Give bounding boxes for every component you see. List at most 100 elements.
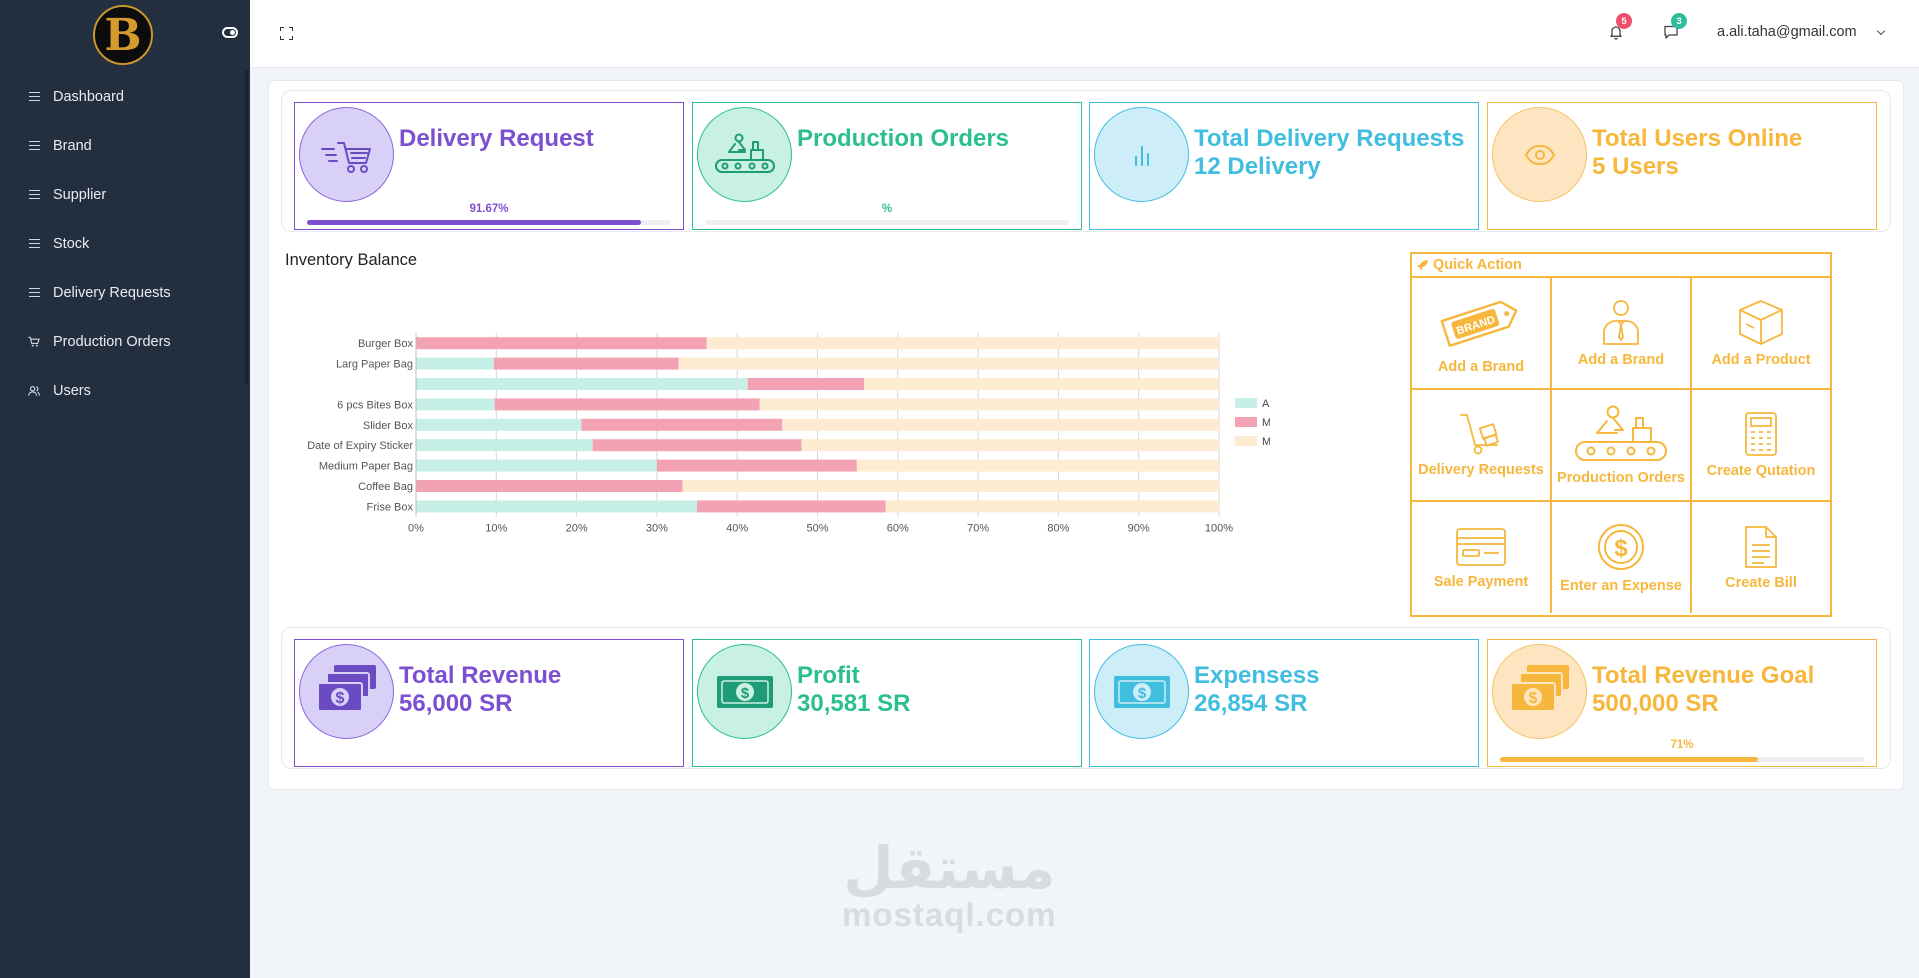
x-tick-label: 10% <box>485 523 507 535</box>
x-tick-label: 0% <box>408 523 424 535</box>
x-tick-label: 70% <box>967 523 989 535</box>
bell-icon <box>1610 26 1622 40</box>
sidebar-nav: Dashboard Brand Supplier Stock Delivery … <box>0 72 250 415</box>
bar-chart-icon <box>1094 107 1189 202</box>
legend-swatch <box>1235 436 1257 446</box>
stat-total-revenue-goal[interactable]: $ Total Revenue Goal 500,000 SR 71% <box>1487 639 1877 767</box>
bar-min <box>592 439 802 452</box>
svg-text:$: $ <box>1528 690 1537 707</box>
bottom-stats-row <box>281 627 1891 769</box>
qa-production-orders[interactable]: Production Orders <box>1552 390 1692 502</box>
stat-value: 56,000 SR <box>399 690 513 717</box>
brand-logo[interactable]: B <box>93 5 153 65</box>
bars-icon <box>28 141 40 150</box>
qa-label: Create Qutation <box>1706 463 1816 479</box>
qa-sale-payment[interactable]: Sale Payment <box>1412 502 1552 613</box>
stat-total-users-online[interactable]: Total Users Online 5 Users <box>1487 102 1877 230</box>
y-tick-label: 6 pcs Bites Box <box>337 399 413 411</box>
dollar-bill-icon: $ <box>1094 644 1189 739</box>
bar-max <box>801 439 1219 452</box>
stat-expensess[interactable]: $ Expensess 26,854 SR <box>1089 639 1479 767</box>
bar-max <box>885 500 1219 513</box>
stat-production-orders[interactable]: Production Orders % <box>692 102 1082 230</box>
x-tick-label: 100% <box>1205 523 1233 535</box>
conveyor-icon <box>1575 405 1667 461</box>
qa-label: Add a Brand <box>1437 359 1525 375</box>
stat-delivery-request[interactable]: Delivery Request 91.67% <box>294 102 684 230</box>
calculator-icon <box>1745 412 1777 456</box>
stat-profit[interactable]: $ Profit 30,581 SR <box>692 639 1082 767</box>
x-tick-label: 60% <box>887 523 909 535</box>
fullscreen-icon[interactable] <box>280 27 293 40</box>
y-tick-label: Medium Paper Bag <box>319 461 413 473</box>
qa-create-qutation[interactable]: Create Qutation <box>1692 390 1830 502</box>
hand-truck-icon <box>1460 414 1499 455</box>
notifications-button[interactable]: 5 <box>1608 13 1632 40</box>
messages-button[interactable]: 3 <box>1663 13 1687 40</box>
user-menu[interactable]: a.ali.taha@gmail.com <box>1717 24 1857 40</box>
bar-max <box>856 459 1219 472</box>
inventory-balance-chart: 0% 10% 20% 30% 40% 50% 60% 70% 80% 90% 100% Burger … <box>307 333 1270 535</box>
sidebar-item-label: Delivery Requests <box>53 284 171 301</box>
chevron-down-icon[interactable] <box>1876 26 1886 36</box>
x-tick-label: 30% <box>646 523 668 535</box>
svg-text:$: $ <box>335 690 344 707</box>
users-icon <box>28 385 40 397</box>
stat-total-revenue[interactable]: $ Total Revenue 56,000 SR <box>294 639 684 767</box>
y-tick-label: Slider Box <box>363 420 414 432</box>
qa-label: Production Orders <box>1556 470 1686 486</box>
sidebar-item-dashboard[interactable]: Dashboard <box>0 72 250 121</box>
stat-progress-bar <box>307 220 671 225</box>
qa-create-bill[interactable]: Create Bill <box>1692 502 1830 613</box>
svg-text:$: $ <box>1137 685 1146 702</box>
sidebar-item-stock[interactable]: Stock <box>0 219 250 268</box>
bar-min <box>416 337 707 350</box>
bar-amount <box>416 459 657 472</box>
legend-swatch <box>1235 417 1257 427</box>
y-tick-label: Larg Paper Bag <box>336 359 413 371</box>
qa-add-brand-tag[interactable]: BRAND Add a Brand <box>1412 278 1552 390</box>
sidebar-item-label: Brand <box>53 137 92 154</box>
stat-progress-bar <box>705 220 1069 225</box>
quick-action-panel: Quick Action BRAND Add a Brand Add a Bra… <box>1410 252 1832 617</box>
quick-action-title: Quick Action <box>1433 257 1522 273</box>
stat-value: 30,581 SR <box>797 690 911 717</box>
qa-enter-expense[interactable]: $ Enter an Expense <box>1552 502 1692 613</box>
quick-action-grid: BRAND Add a Brand Add a Brand Add a Prod… <box>1412 278 1830 613</box>
bar-amount <box>416 439 593 452</box>
dollar-bill-icon: $ <box>697 644 792 739</box>
quick-action-header: Quick Action <box>1412 254 1830 278</box>
qa-add-product[interactable]: Add a Product <box>1692 278 1830 390</box>
svg-text:$: $ <box>1614 535 1628 562</box>
notifications-badge: 5 <box>1616 13 1632 29</box>
y-tick-label: Coffee Bag <box>358 481 413 493</box>
bar-max <box>682 480 1219 492</box>
legend-label: Min <box>1262 417 1270 429</box>
sidebar-item-users[interactable]: Users <box>0 366 250 415</box>
stat-title: Total Revenue Goal <box>1592 662 1815 689</box>
sidebar-toggle-icon[interactable] <box>222 27 238 38</box>
stat-total-delivery-requests[interactable]: Total Delivery Requests 12 Delivery <box>1089 102 1479 230</box>
qa-delivery-requests[interactable]: Delivery Requests <box>1412 390 1552 502</box>
stat-value: 5 Users <box>1592 153 1679 180</box>
sidebar-item-supplier[interactable]: Supplier <box>0 170 250 219</box>
sidebar-item-label: Users <box>53 382 91 399</box>
qa-add-brand-person[interactable]: Add a Brand <box>1552 278 1692 390</box>
sidebar-item-production-orders[interactable]: Production Orders <box>0 317 250 366</box>
person-icon <box>1603 300 1639 345</box>
qa-label: Sale Payment <box>1433 573 1529 590</box>
sidebar-scrollbar[interactable] <box>245 70 248 385</box>
stat-title: Total Delivery Requests <box>1194 125 1465 152</box>
y-tick-label: Burger Box <box>358 338 414 350</box>
sidebar-item-brand[interactable]: Brand <box>0 121 250 170</box>
stat-title: Total Revenue <box>399 662 562 689</box>
stat-value: 500,000 SR <box>1592 690 1719 717</box>
bar-min <box>493 357 679 370</box>
stat-title: Total Users Online <box>1592 125 1803 152</box>
bar-min <box>581 418 783 431</box>
qa-label: Add a Brand <box>1577 352 1665 368</box>
sidebar-item-delivery-requests[interactable]: Delivery Requests <box>0 268 250 317</box>
bar-amount <box>416 378 748 390</box>
sidebar-item-label: Dashboard <box>53 88 124 105</box>
money-stack-icon: $ <box>299 644 394 739</box>
